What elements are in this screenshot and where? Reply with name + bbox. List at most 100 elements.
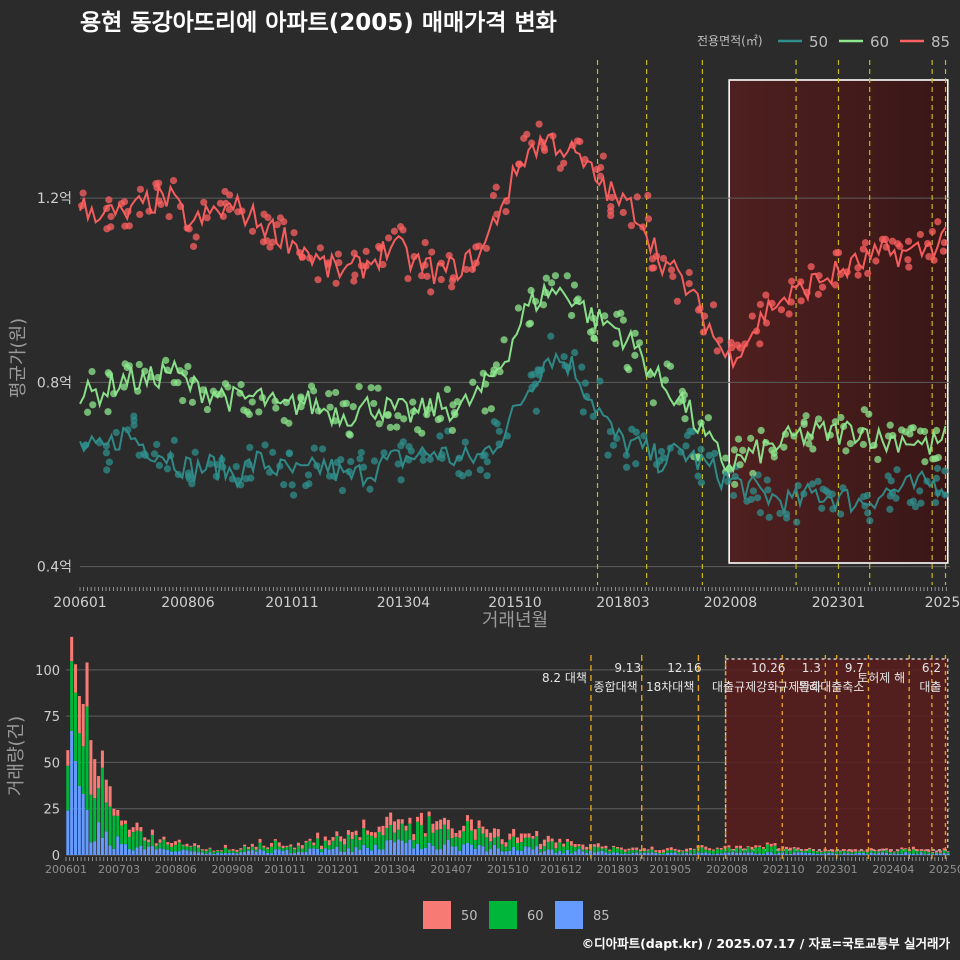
price-point xyxy=(765,513,773,521)
volume-bar-50 xyxy=(266,847,270,850)
volume-bar-50 xyxy=(66,750,70,766)
volume-bar-50 xyxy=(512,828,516,837)
volume-bar-60 xyxy=(915,851,919,855)
volume-bar-50 xyxy=(769,843,773,847)
volume-bar-60 xyxy=(827,851,831,854)
event-date-label: 1.3 xyxy=(802,661,821,675)
volume-bar-50 xyxy=(800,850,804,851)
volume-bar-85 xyxy=(719,853,723,855)
volume-bar-85 xyxy=(761,853,766,855)
price-point xyxy=(349,403,357,411)
volume-bar-85 xyxy=(869,852,873,855)
volume-bar-85 xyxy=(846,853,850,855)
event-name-label: 대출 xyxy=(919,680,941,694)
volume-bar-60 xyxy=(258,842,262,850)
volume-bar-85 xyxy=(715,853,719,855)
price-point xyxy=(749,469,757,478)
volume-bar-60 xyxy=(250,846,254,851)
price-x-tick-label: 200601 xyxy=(53,595,106,611)
price-point xyxy=(269,448,277,456)
price-x-tick-label: 202008 xyxy=(704,595,757,611)
price-point xyxy=(932,426,941,435)
volume-bar-85 xyxy=(708,853,712,855)
volume-bar-85 xyxy=(477,844,481,855)
volume-bar-60 xyxy=(127,836,131,850)
price-point xyxy=(864,509,872,517)
volume-bar-50 xyxy=(223,844,227,848)
price-point xyxy=(112,428,120,437)
price-point xyxy=(748,312,756,320)
volume-bar-60 xyxy=(608,850,612,854)
volume-bar-50 xyxy=(147,839,151,843)
volume-bar-85 xyxy=(319,852,324,855)
volume-bar-60 xyxy=(181,845,185,850)
price-point xyxy=(380,449,388,457)
volume-bar-85 xyxy=(166,849,170,855)
volume-bar-50 xyxy=(100,750,104,768)
price-point xyxy=(464,469,473,477)
price-point xyxy=(757,426,765,435)
price-point xyxy=(570,281,579,289)
price-point xyxy=(797,297,805,305)
volume-bar-50 xyxy=(650,846,654,850)
volume-bar-50 xyxy=(296,842,300,846)
price-point xyxy=(449,401,457,409)
volume-bar-50 xyxy=(381,825,385,836)
price-point xyxy=(734,435,743,443)
price-point xyxy=(864,269,872,278)
price-point xyxy=(619,208,627,217)
volume-bar-60 xyxy=(750,849,754,853)
volume-bar-60 xyxy=(143,840,147,850)
volume-bar-60 xyxy=(454,836,458,847)
volume-bar-85 xyxy=(500,851,504,855)
volume-bar-50 xyxy=(742,848,746,850)
volume-bar-60 xyxy=(173,844,177,852)
volume-bar-85 xyxy=(900,853,904,855)
volume-bar-60 xyxy=(358,840,362,850)
volume-bar-85 xyxy=(923,854,927,855)
volume-bar-85 xyxy=(527,847,531,855)
volume-bar-50 xyxy=(504,842,508,847)
volume-bar-60 xyxy=(273,840,277,850)
event-date-label: 6.2 xyxy=(922,661,941,675)
volume-bar-50 xyxy=(515,837,520,844)
volume-bar-85 xyxy=(535,846,539,855)
price-point xyxy=(704,414,712,422)
price-point xyxy=(933,464,942,472)
volume-bar-85 xyxy=(819,853,823,855)
volume-bar-60 xyxy=(243,846,247,852)
price-point xyxy=(906,499,914,507)
price-point xyxy=(370,399,378,408)
volume-bar-85 xyxy=(539,852,543,855)
event-date-label: 12.16 xyxy=(667,661,701,675)
volume-bar-60 xyxy=(93,798,97,842)
price-point xyxy=(730,446,739,454)
volume-bar-60 xyxy=(439,829,443,850)
volume-bar-85 xyxy=(600,850,604,855)
volume-bar-85 xyxy=(481,846,485,855)
price-point xyxy=(237,381,245,389)
price-point xyxy=(793,518,801,526)
volume-y-tick-label: 100 xyxy=(35,664,60,679)
price-point xyxy=(399,438,407,446)
volume-bar-85 xyxy=(512,847,516,855)
volume-bar-85 xyxy=(558,851,562,855)
price-legend-title: 전용면적(㎡) xyxy=(697,34,763,48)
price-point xyxy=(255,408,263,416)
price-point xyxy=(225,205,233,214)
price-point xyxy=(560,159,568,167)
volume-bar-60 xyxy=(450,838,454,847)
price-point xyxy=(375,420,383,428)
volume-bar-85 xyxy=(808,852,812,855)
volume-bar-50 xyxy=(677,849,681,853)
volume-bar-60 xyxy=(865,852,869,855)
price-point xyxy=(483,458,491,466)
volume-bar-50 xyxy=(569,841,573,846)
volume-bar-60 xyxy=(600,848,604,851)
volume-bar-85 xyxy=(815,853,819,855)
price-point xyxy=(520,134,528,142)
volume-bar-60 xyxy=(281,847,285,851)
price-point xyxy=(579,408,587,416)
volume-bar-50 xyxy=(208,847,212,849)
volume-bar-85 xyxy=(442,844,447,855)
